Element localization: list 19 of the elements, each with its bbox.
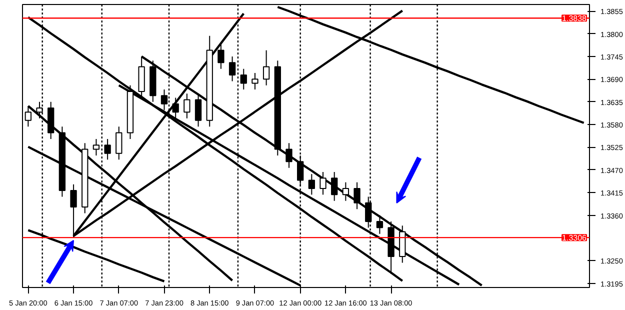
candlestick bbox=[331, 171, 338, 202]
candlestick bbox=[172, 97, 179, 119]
candlestick bbox=[252, 72, 258, 90]
candlestick bbox=[342, 182, 350, 202]
candlestick bbox=[228, 56, 236, 82]
candlestick bbox=[376, 214, 384, 234]
candlestick bbox=[240, 68, 247, 90]
candlestick bbox=[218, 44, 224, 70]
candlestick bbox=[262, 50, 270, 86]
candlestick bbox=[320, 171, 326, 196]
candlestick bbox=[354, 182, 360, 210]
candlestick bbox=[116, 126, 122, 160]
ref-line-label: 1.3306 bbox=[562, 234, 588, 243]
candlestick bbox=[308, 174, 316, 196]
candlestick bbox=[92, 138, 100, 156]
candlestick bbox=[194, 93, 202, 128]
candlestick bbox=[184, 93, 190, 119]
candlestick bbox=[286, 142, 292, 168]
ref-line-label: 1.3838 bbox=[562, 14, 588, 24]
